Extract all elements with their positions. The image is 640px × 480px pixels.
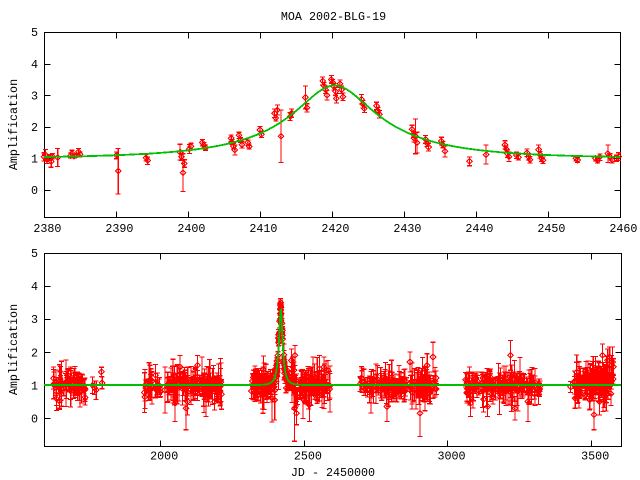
- svg-text:2430: 2430: [393, 222, 421, 236]
- svg-text:MOA 2002-BLG-19: MOA 2002-BLG-19: [281, 10, 386, 24]
- svg-text:4: 4: [31, 58, 38, 72]
- svg-text:2440: 2440: [465, 222, 493, 236]
- svg-text:1: 1: [31, 153, 38, 167]
- svg-text:2390: 2390: [105, 222, 133, 236]
- svg-text:Amplification: Amplification: [7, 79, 21, 170]
- svg-text:5: 5: [31, 247, 38, 261]
- svg-text:2460: 2460: [609, 222, 637, 236]
- svg-text:Amplification: Amplification: [7, 304, 21, 395]
- svg-text:2450: 2450: [537, 222, 565, 236]
- svg-text:0: 0: [31, 184, 38, 198]
- svg-text:2400: 2400: [177, 222, 205, 236]
- svg-text:3: 3: [31, 89, 38, 103]
- svg-text:2: 2: [31, 121, 38, 135]
- svg-text:3500: 3500: [581, 450, 609, 464]
- svg-text:0: 0: [31, 412, 38, 426]
- svg-text:2: 2: [31, 346, 38, 360]
- svg-text:2410: 2410: [249, 222, 277, 236]
- svg-text:4: 4: [31, 280, 38, 294]
- svg-text:3: 3: [31, 313, 38, 327]
- svg-text:2500: 2500: [294, 450, 322, 464]
- svg-text:5: 5: [31, 26, 38, 40]
- svg-text:3000: 3000: [437, 450, 465, 464]
- svg-text:2000: 2000: [150, 450, 178, 464]
- svg-text:JD - 2450000: JD - 2450000: [291, 466, 375, 480]
- svg-text:1: 1: [31, 379, 38, 393]
- svg-text:2420: 2420: [321, 222, 349, 236]
- svg-text:2380: 2380: [33, 222, 61, 236]
